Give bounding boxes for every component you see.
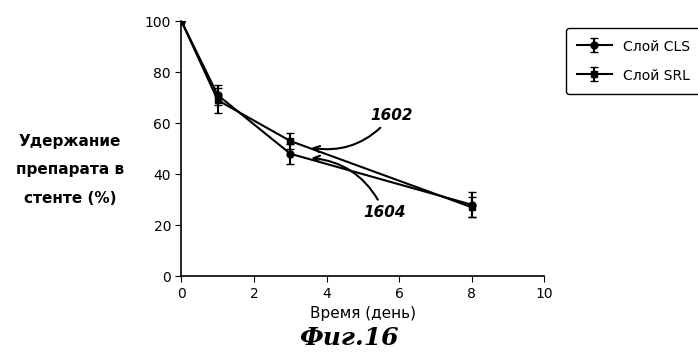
X-axis label: Время (день): Время (день)	[310, 306, 416, 321]
Text: 1602: 1602	[313, 108, 413, 152]
Legend: Слой CLS, Слой SRL: Слой CLS, Слой SRL	[566, 28, 698, 94]
Text: 1604: 1604	[313, 156, 406, 220]
Text: Удержание: Удержание	[19, 134, 121, 149]
Text: Фиг.16: Фиг.16	[299, 326, 399, 350]
Text: стенте (%): стенте (%)	[24, 191, 116, 206]
Text: препарата в: препарата в	[16, 162, 124, 177]
